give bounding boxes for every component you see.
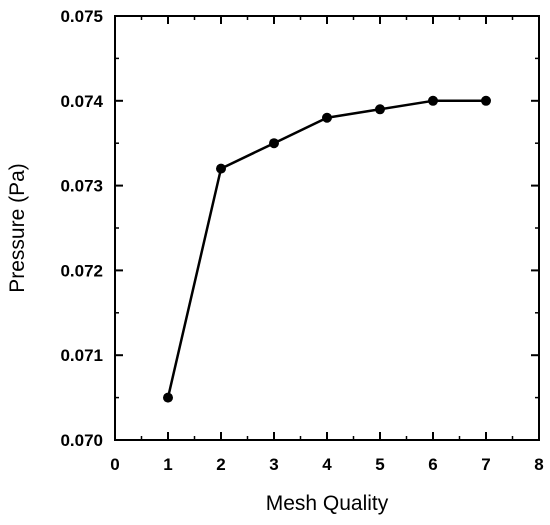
data-point — [269, 138, 279, 149]
x-tick-label: 2 — [216, 455, 225, 474]
x-tick-label: 6 — [428, 455, 437, 474]
y-axis-tick-labels: 0.070 0.071 0.072 0.073 0.074 0.075 — [60, 7, 103, 450]
x-axis-ticks — [114, 16, 540, 440]
data-point — [322, 112, 332, 123]
data-point — [375, 104, 385, 115]
x-tick-label: 0 — [110, 455, 119, 474]
plot-frame — [114, 15, 540, 441]
y-tick-label: 0.072 — [60, 261, 103, 280]
x-tick-label: 3 — [269, 455, 278, 474]
x-axis-tick-labels: 0 1 2 3 4 5 6 7 8 — [110, 455, 543, 474]
x-tick-label: 4 — [322, 455, 332, 474]
data-point — [481, 95, 491, 106]
y-tick-label: 0.074 — [60, 92, 103, 111]
x-tick-label: 5 — [375, 455, 384, 474]
series-points — [163, 95, 491, 403]
y-tick-label: 0.071 — [60, 346, 103, 365]
x-tick-label: 8 — [534, 455, 543, 474]
x-tick-label: 1 — [163, 455, 172, 474]
series-line — [166, 99, 486, 398]
y-tick-label: 0.075 — [60, 7, 103, 26]
y-axis-title: Pressure (Pa) — [6, 163, 29, 293]
data-point — [428, 95, 438, 106]
series-lines — [166, 99, 486, 398]
data-point — [216, 163, 226, 174]
x-axis-title: Mesh Quality — [266, 492, 389, 515]
y-tick-label: 0.070 — [60, 431, 103, 450]
data-point — [163, 392, 173, 403]
x-tick-label: 7 — [481, 455, 490, 474]
y-axis-ticks — [115, 15, 539, 441]
y-tick-label: 0.073 — [60, 177, 103, 196]
